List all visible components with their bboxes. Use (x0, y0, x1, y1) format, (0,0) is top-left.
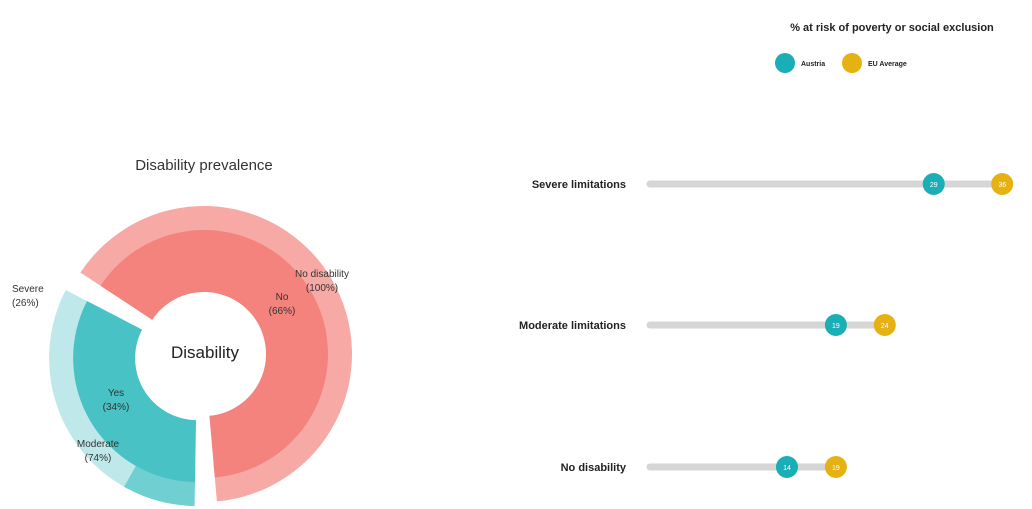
slice-yes-inner (73, 301, 197, 483)
legend-swatch-eu-average (842, 53, 862, 73)
donut-title: Disability prevalence (135, 157, 273, 174)
label-no: No (276, 292, 289, 303)
donut-hole (144, 294, 264, 414)
dot-austria-moderate-limitations (824, 314, 847, 336)
dot-value-eu-average-moderate-limitations: 24 (881, 323, 889, 330)
dot-value-austria-severe-limitations: 29 (930, 182, 938, 189)
dot-austria-no-disability (775, 456, 798, 478)
legend-label-austria: Austria (801, 61, 825, 68)
row-label-no-disability: No disability (561, 462, 627, 474)
row-label-moderate-limitations: Moderate limitations (519, 320, 626, 332)
label-moderate: Moderate (77, 439, 120, 450)
dot-eu-average-moderate-limitations (873, 314, 896, 336)
dot-value-austria-moderate-limitations: 19 (832, 323, 840, 330)
dot-eu-average-severe-limitations (991, 173, 1014, 195)
label-severe: Severe (12, 284, 44, 295)
label-moderate-pct: (74%) (85, 453, 112, 464)
dot-value-eu-average-severe-limitations: 36 (998, 182, 1006, 189)
legend: Austria EU Average (775, 53, 907, 73)
label-no-disability-pct: (100%) (306, 283, 338, 294)
label-yes: Yes (108, 388, 124, 399)
slice-no-inner (100, 230, 328, 478)
donut-slices (49, 206, 353, 507)
label-no-pct: (66%) (269, 306, 296, 317)
dot-austria-severe-limitations (922, 173, 945, 195)
dumbbell-title: % at risk of poverty or social exclusion (790, 22, 994, 34)
dot-eu-average-no-disability (824, 456, 847, 478)
legend-swatch-austria (775, 53, 795, 73)
label-no-disability: No disability (295, 269, 349, 280)
poverty-risk-chart: % at risk of poverty or social exclusion… (519, 22, 1014, 478)
donut-center-label: Disability (171, 343, 240, 362)
legend-label-eu-average: EU Average (868, 61, 907, 68)
dot-value-austria-no-disability: 14 (783, 465, 791, 472)
label-yes-pct: (34%) (103, 402, 130, 413)
dot-value-eu-average-no-disability: 19 (832, 465, 840, 472)
donut-labels: No (66%) Yes (34%) No disability (100%) Severe… (12, 269, 349, 464)
label-severe-pct: (26%) (12, 298, 39, 309)
dumbbell-rows: Severe limitations 29 36 Moderate limitatio… (519, 173, 1014, 478)
row-label-severe-limitations: Severe limitations (532, 179, 626, 191)
disability-prevalence-chart: Disability prevalence Disability No (66%)… (12, 157, 353, 507)
